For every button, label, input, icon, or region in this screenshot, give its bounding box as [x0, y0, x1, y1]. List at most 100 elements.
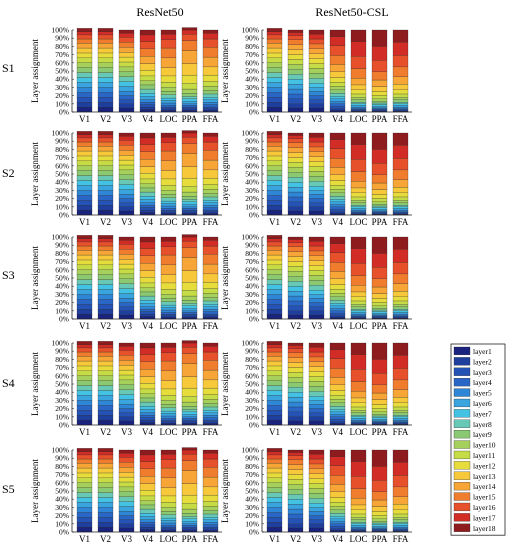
- bar-segment-v2-layer7: [97, 390, 114, 396]
- bar-segment-ppa-layer14: [371, 499, 388, 507]
- y-tick-label: 10%: [55, 99, 69, 108]
- bar-segment-ppa-layer16: [181, 240, 198, 248]
- bar-segment-v2-layer10: [287, 271, 304, 277]
- bar-segment-loc-layer17: [350, 354, 367, 370]
- bar-segment-ppa-layer13: [371, 506, 388, 512]
- y-tick-label: 60%: [55, 478, 69, 487]
- bar-segment-v4-layer6: [329, 411, 346, 415]
- x-tick-label: V4: [332, 534, 343, 544]
- bar-segment-v3-layer13: [118, 472, 135, 478]
- bar-segment-ppa-layer13: [371, 189, 388, 195]
- bar-segment-v1-layer18: [76, 131, 93, 135]
- bar-segment-v1-layer7: [266, 180, 283, 186]
- bar-segment-v1-layer10: [266, 482, 283, 488]
- bar-segment-ffa-layer10: [202, 399, 219, 404]
- legend-label-layer16: layer16: [473, 503, 496, 512]
- bar-segment-v2-layer2: [97, 309, 114, 315]
- bar-segment-ffa-layer9: [202, 510, 219, 515]
- bar-segment-v3-layer9: [118, 384, 135, 390]
- bar-segment-ffa-layer17: [392, 145, 409, 159]
- x-tick-label: FFA: [203, 217, 219, 227]
- y-tick-label: 60%: [55, 58, 69, 67]
- bar-segment-v3-layer1: [118, 527, 135, 533]
- bar-segment-v2-layer3: [287, 411, 304, 417]
- bar-segment-loc-layer6: [160, 203, 177, 207]
- bar-segment-ppa-layer6: [371, 313, 388, 316]
- bar-segment-ffa-layer10: [202, 86, 219, 91]
- bar-segment-v1-layer13: [266, 254, 283, 261]
- bar-segment-ppa-layer9: [371, 204, 388, 207]
- bar-segment-loc-layer12: [350, 192, 367, 198]
- bar-segment-ppa-layer5: [181, 103, 198, 106]
- bar-segment-v2-layer12: [97, 472, 114, 479]
- bar-segment-v4-layer11: [329, 289, 346, 294]
- bar-segment-v4-layer9: [329, 89, 346, 94]
- bar-segment-loc-layer16: [160, 246, 177, 256]
- bar-segment-ppa-layer18: [181, 130, 198, 134]
- row-label-s2: S2: [2, 166, 15, 180]
- bar-segment-v4-layer8: [329, 93, 346, 97]
- bar-segment-ppa-layer9: [181, 93, 198, 97]
- bar-segment-v2-layer15: [97, 458, 114, 464]
- x-tick-label: V2: [100, 534, 111, 544]
- bar-segment-loc-layer15: [350, 488, 367, 499]
- bar-segment-ppa-layer11: [181, 503, 198, 510]
- bar-segment-ppa-layer17: [371, 253, 388, 268]
- bar-segment-v2-layer15: [97, 351, 114, 357]
- bar-segment-v4-layer7: [139, 513, 156, 517]
- bar-segment-loc-layer9: [160, 91, 177, 95]
- y-tick-label: 0%: [249, 315, 259, 324]
- bar-segment-loc-layer12: [160, 388, 177, 396]
- bar-segment-v2-layer8: [97, 492, 114, 498]
- bar-segment-ffa-layer5: [392, 419, 409, 422]
- bar-segment-v3-layer14: [118, 360, 135, 366]
- bar-segment-v1-layer1: [266, 526, 283, 533]
- bar-segment-loc-layer4: [160, 312, 177, 315]
- bar-segment-v4-layer6: [329, 98, 346, 102]
- bar-segment-loc-layer9: [350, 412, 367, 416]
- bar-segment-loc-layer14: [350, 391, 367, 399]
- bar-segment-v4-layer4: [139, 309, 156, 312]
- bar-segment-v2-layer13: [287, 469, 304, 475]
- bar-segment-v4-layer14: [329, 271, 346, 279]
- legend-swatch-layer16: [453, 502, 471, 512]
- bar-segment-ffa-layer14: [202, 263, 219, 275]
- bar-segment-loc-layer3: [160, 313, 177, 316]
- bar-segment-v3-layer15: [118, 462, 135, 468]
- bar-segment-v4-layer13: [139, 166, 156, 174]
- bar-segment-v3-layer9: [308, 73, 325, 79]
- bar-segment-v1-layer6: [76, 82, 93, 88]
- bar-segment-v1-layer9: [76, 67, 93, 73]
- bar-segment-ppa-layer9: [181, 300, 198, 304]
- bar-segment-v1-layer9: [266, 170, 283, 176]
- y-tick-label: 90%: [245, 347, 259, 356]
- bar-segment-v3-layer12: [118, 263, 135, 270]
- bar-segment-v2-layer16: [287, 348, 304, 353]
- bar-segment-v3-layer2: [308, 206, 325, 212]
- y-tick-label: 50%: [245, 380, 259, 389]
- bar-segment-loc-layer14: [160, 370, 177, 381]
- bar-segment-v4-layer15: [329, 368, 346, 378]
- bar-segment-v4-layer3: [139, 417, 156, 421]
- bar-segment-v3-layer17: [308, 136, 325, 143]
- bar-segment-ppa-layer11: [181, 396, 198, 403]
- bar-segment-v2-layer7: [97, 180, 114, 186]
- bar-segment-ppa-layer6: [181, 414, 198, 417]
- bar-segment-v4-layer13: [139, 270, 156, 278]
- bar-segment-ppa-layer12: [181, 74, 198, 84]
- bar-segment-loc-layer18: [350, 236, 367, 249]
- bar-segment-loc-layer9: [160, 194, 177, 198]
- bar-segment-ppa-layer10: [181, 401, 198, 407]
- bar-segment-loc-layer10: [350, 517, 367, 520]
- bar-segment-v1-layer14: [76, 249, 93, 256]
- bar-segment-v2-layer9: [287, 276, 304, 282]
- bar-segment-v1-layer4: [76, 299, 93, 305]
- bar-segment-v1-layer12: [266, 155, 283, 162]
- bar-segment-ppa-layer7: [181, 201, 198, 205]
- bar-segment-v4-layer13: [139, 483, 156, 491]
- bar-segment-v2-layer14: [97, 462, 114, 469]
- bar-segment-v1-layer10: [76, 62, 93, 68]
- bar-segment-v3-layer7: [118, 81, 135, 87]
- bar-segment-loc-layer18: [160, 29, 177, 35]
- x-tick-label: PPA: [372, 427, 388, 437]
